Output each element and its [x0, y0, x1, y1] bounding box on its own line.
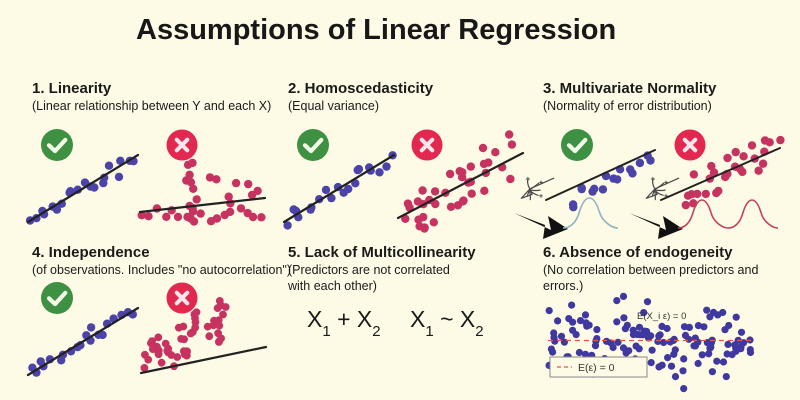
svg-text:E(ε) = 0: E(ε) = 0 — [578, 362, 615, 374]
svg-text:E(X_i ε) = 0: E(X_i ε) = 0 — [637, 311, 686, 322]
